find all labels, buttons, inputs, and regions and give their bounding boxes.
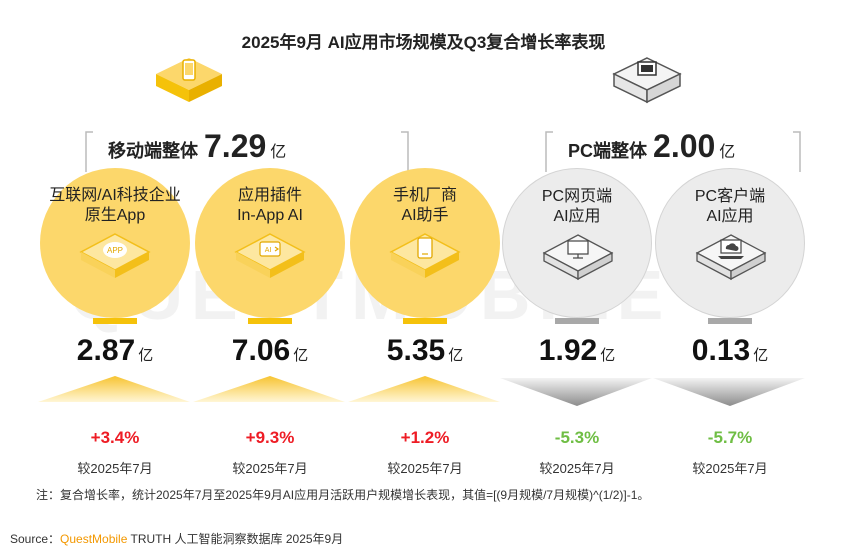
- mobile-total-unit: 亿: [270, 144, 287, 161]
- segment-value-unit: 亿: [600, 347, 616, 364]
- mobile-total-value: 7.29: [204, 128, 267, 164]
- segment-value-number: 1.92: [538, 334, 598, 367]
- growth-arrow-down: [653, 378, 805, 406]
- segment-label-line1: PC网页端: [541, 188, 613, 205]
- source-prefix: Source：: [10, 532, 61, 546]
- svg-text:APP: APP: [107, 246, 123, 255]
- segment-mark: [708, 318, 752, 324]
- segment-label-line2: AI应用: [706, 208, 754, 225]
- phone-assistant-icon: [389, 233, 461, 278]
- pc-bracket-left: [545, 131, 553, 172]
- segment-label-line2: AI助手: [401, 207, 449, 224]
- segment-compare: 较2025年7月: [77, 461, 153, 476]
- segment-compare: 较2025年7月: [387, 461, 463, 476]
- segment-label-line2: AI应用: [553, 208, 601, 225]
- segment-label-line1: PC客户端: [694, 188, 766, 205]
- mobile-phone-icon: [156, 58, 222, 102]
- segment-growth: +1.2%: [400, 428, 450, 447]
- segment-mark: [555, 318, 599, 324]
- source-rest: TRUTH 人工智能洞察数据库 2025年9月: [127, 532, 344, 546]
- segment-growth: +9.3%: [245, 428, 295, 447]
- growth-arrow-down: [500, 378, 652, 406]
- growth-arrow-up: [348, 376, 500, 402]
- svg-text:AI: AI: [265, 247, 272, 254]
- pc-total-value: 2.00: [653, 128, 716, 164]
- segment-value-number: 5.35: [386, 334, 446, 367]
- segment-value-unit: 亿: [753, 347, 769, 364]
- segment-value-unit: 亿: [448, 347, 464, 364]
- segment-mark: [248, 318, 292, 324]
- segment-circle-phone-assistant: 手机厂商 AI助手: [350, 168, 500, 318]
- mobile-bracket-right: [401, 131, 409, 172]
- footnote: 注：复合增长率，统计2025年7月至2025年9月AI应用月活跃用户规模增长表现…: [36, 488, 650, 502]
- segment-growth: -5.7%: [707, 428, 753, 447]
- segment-value-number: 0.13: [691, 334, 751, 367]
- segment-label-line2: 原生App: [84, 207, 146, 224]
- desktop-monitor-icon: [612, 57, 682, 104]
- pc-total-unit: 亿: [719, 144, 736, 161]
- mobile-total: 移动端整体 7.29 亿: [108, 128, 286, 165]
- segment-circle-pc-client: PC客户端 AI应用: [655, 168, 805, 318]
- segment-mark: [403, 318, 447, 324]
- segment-growth: +3.4%: [90, 428, 140, 447]
- growth-arrow-up: [193, 376, 345, 402]
- source-brand: QuestMobile: [60, 532, 128, 546]
- segment-value-number: 7.06: [231, 334, 291, 367]
- pc-bracket-right: [793, 131, 801, 172]
- segment-value-unit: 亿: [138, 347, 154, 364]
- segment-circle-pc-web: PC网页端 AI应用: [502, 168, 652, 318]
- web-monitor-icon: [542, 234, 614, 281]
- segment-value: 7.06 亿: [195, 334, 345, 368]
- segment-circle-native-app: 互联网/AI科技企业 原生App APP: [40, 168, 190, 318]
- source-line: Source：QuestMobile TRUTH 人工智能洞察数据库 2025年…: [10, 530, 343, 547]
- ai-plugin-icon: AI: [234, 233, 306, 278]
- laptop-cloud-icon: [695, 234, 767, 281]
- mobile-total-label: 移动端整体: [108, 141, 198, 161]
- segment-compare: 较2025年7月: [692, 461, 768, 476]
- pc-total-label: PC端整体: [568, 141, 648, 161]
- segment-label-line1: 互联网/AI科技企业: [49, 187, 181, 204]
- segment-value: 0.13 亿: [655, 334, 805, 368]
- mobile-bracket-left: [85, 131, 93, 172]
- segment-value: 5.35 亿: [350, 334, 500, 368]
- segment-mark: [93, 318, 137, 324]
- segment-label-line2: In-App AI: [237, 207, 303, 224]
- segment-label-line1: 手机厂商: [392, 187, 457, 204]
- segment-growth: -5.3%: [554, 428, 600, 447]
- segment-compare: 较2025年7月: [232, 461, 308, 476]
- segment-label-line1: 应用插件: [237, 187, 302, 204]
- segment-value: 2.87 亿: [40, 334, 190, 368]
- segment-value-number: 2.87: [76, 334, 136, 367]
- segment-compare: 较2025年7月: [539, 461, 615, 476]
- pc-total: PC端整体 2.00 亿: [568, 128, 735, 165]
- segment-value: 1.92 亿: [502, 334, 652, 368]
- chart-title: 2025年9月 AI应用市场规模及Q3复合增长率表现: [241, 33, 606, 52]
- growth-arrow-up: [38, 376, 190, 402]
- segment-value-unit: 亿: [293, 347, 309, 364]
- segment-circle-in-app-ai: 应用插件 In-App AI AI: [195, 168, 345, 318]
- app-badge-icon: APP: [79, 233, 151, 278]
